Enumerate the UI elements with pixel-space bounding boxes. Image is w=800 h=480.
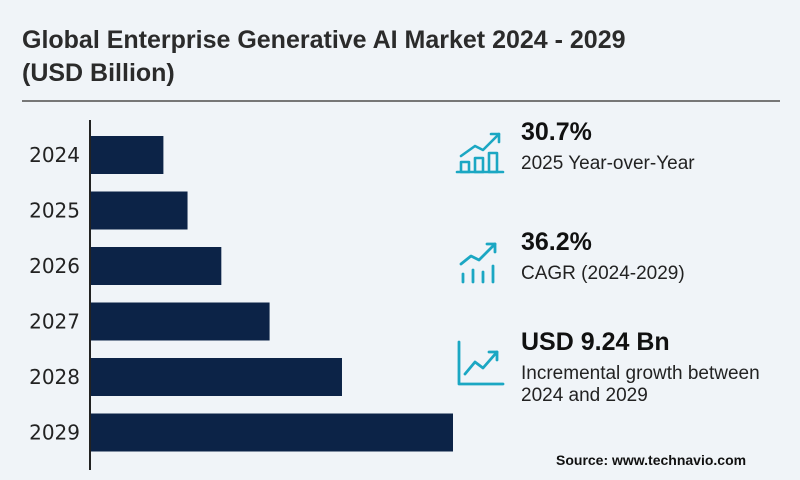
chart-title: Global Enterprise Generative AI Market 2… [22, 26, 626, 87]
line-chart-up-icon [457, 340, 505, 386]
stat-yoy-value: 30.7% [521, 118, 592, 146]
source-note: Source: www.technavio.com [556, 452, 747, 468]
bar-chart: 2024 2025 2026 2027 2028 2029 [29, 120, 453, 470]
category-label-2028: 2028 [29, 365, 80, 389]
category-label-2029: 2029 [29, 421, 80, 445]
bar-2027 [91, 302, 270, 341]
title-divider [22, 100, 780, 102]
stat-cagr-desc: CAGR (2024-2029) [521, 263, 685, 284]
stat-yoy-desc: 2025 Year-over-Year [521, 153, 695, 174]
category-label-2027: 2027 [29, 310, 80, 334]
category-label-2026: 2026 [29, 254, 80, 278]
stat-incremental-desc: Incremental growth between 2024 and 2029 [521, 363, 760, 406]
bar-2024 [91, 136, 164, 174]
bar-chart-growth-icon [455, 132, 505, 174]
bar-2028 [91, 358, 342, 396]
category-label-2025: 2025 [29, 199, 80, 223]
bar-2026 [91, 247, 222, 285]
bar-2025 [91, 191, 188, 230]
trend-up-bars-icon [459, 242, 497, 284]
stat-cagr-value: 36.2% [521, 228, 592, 256]
category-label-2024: 2024 [29, 143, 80, 167]
bar-2029 [91, 413, 453, 452]
stat-incremental-value: USD 9.24 Bn [521, 328, 670, 356]
